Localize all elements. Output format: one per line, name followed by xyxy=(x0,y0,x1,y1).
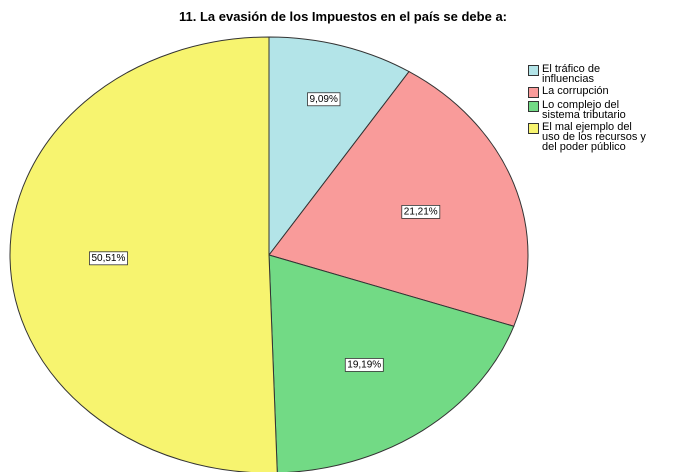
legend-swatch xyxy=(528,123,539,134)
data-label-text: 50,51% xyxy=(91,253,125,264)
legend-item: Lo complejo del sistema tributario xyxy=(528,99,678,121)
legend-swatch xyxy=(528,65,539,76)
legend-item: El tráfico de influencias xyxy=(528,63,678,85)
legend-label: El tráfico de influencias xyxy=(542,63,601,85)
pie-slice xyxy=(268,254,515,472)
data-label-text: 19,19% xyxy=(347,359,381,370)
legend-item: La corrupción xyxy=(528,86,678,98)
pie-slice xyxy=(268,70,529,327)
data-label-box xyxy=(344,358,384,372)
data-label-text: 9,09% xyxy=(310,94,338,105)
chart-title: 11. La evasión de los Impuestos en el pa… xyxy=(179,9,507,24)
legend-swatch xyxy=(528,87,539,98)
data-label: 9,09% xyxy=(307,92,341,107)
pie-slice xyxy=(9,36,278,472)
data-label-box xyxy=(307,92,341,107)
legend-swatch xyxy=(528,101,539,112)
legend-label: El mal ejemplo del uso de los recursos y… xyxy=(542,121,646,153)
data-label: 50,51% xyxy=(89,251,128,266)
data-label-box xyxy=(89,251,128,266)
legend-label: La corrupción xyxy=(542,85,609,97)
legend-item: El mal ejemplo del uso de los recursos y… xyxy=(528,121,678,153)
data-label: 21,21% xyxy=(401,205,441,219)
data-label-box xyxy=(401,205,441,219)
data-label: 19,19% xyxy=(344,358,384,372)
pie-slice xyxy=(268,36,410,257)
legend: El tráfico de influencias La corrupción Lo… xyxy=(528,64,678,154)
legend-label: Lo complejo del sistema tributario xyxy=(542,99,626,121)
data-label-text: 21,21% xyxy=(404,206,438,217)
